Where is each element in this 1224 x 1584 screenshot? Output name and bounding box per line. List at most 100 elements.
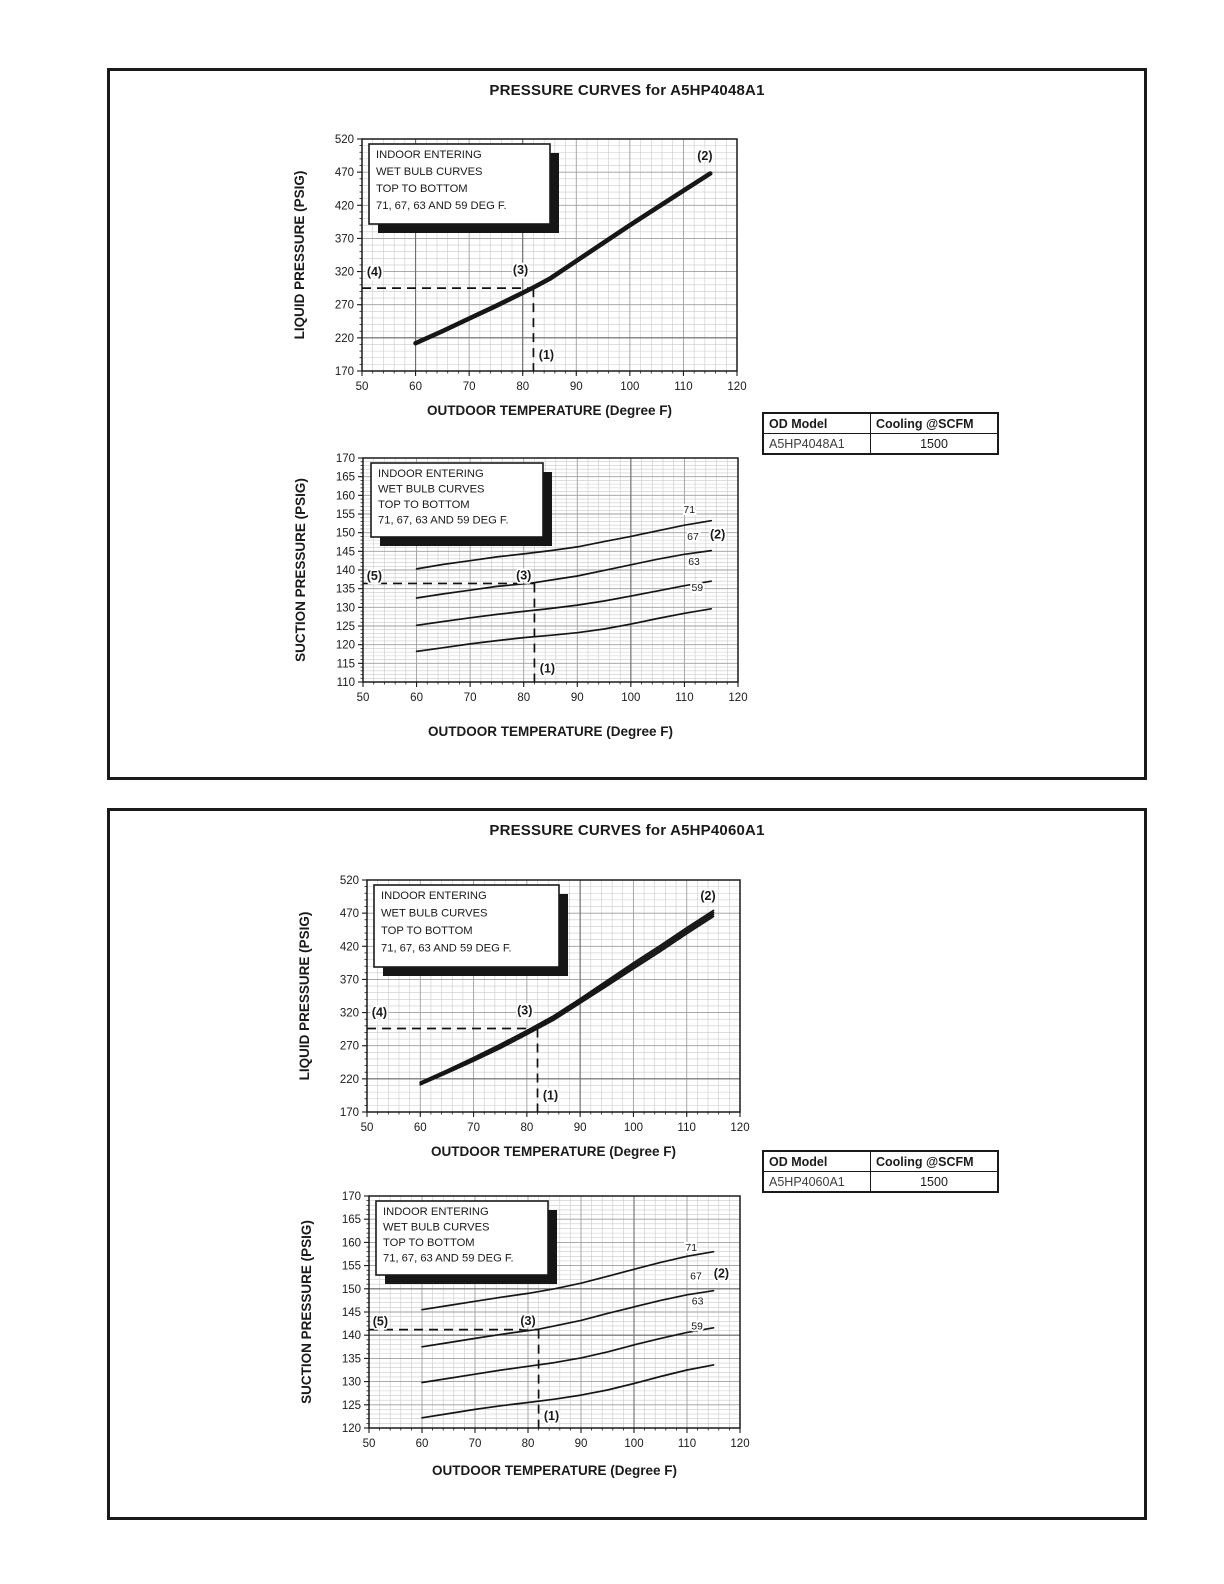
x-tick-label: 100 <box>624 1438 643 1450</box>
y-tick-label: 420 <box>340 941 359 953</box>
axis-ticks: 50 60 70 80 90 100 110 120 170 220 270 320 370 420 470… <box>335 134 747 393</box>
annotation-label-1: (1) <box>539 348 554 362</box>
y-tick-label: 120 <box>342 1423 361 1435</box>
table-header-row: OD Model Cooling @SCFM <box>762 412 999 434</box>
note-box-line: INDOOR ENTERING <box>383 1206 489 1218</box>
annotation-label-4: (4) <box>367 265 382 279</box>
annotation-label-5: (5) <box>373 1314 388 1328</box>
reference-lines <box>369 1328 540 1428</box>
note-box-line: WET BULB CURVES <box>381 908 488 920</box>
x-tick-label: 80 <box>516 381 529 393</box>
od-model-value: A5HP4048A1 <box>762 433 871 455</box>
cooling-scfm-value: 1500 <box>870 1171 999 1193</box>
y-tick-label: 110 <box>337 677 355 689</box>
x-tick-label: 120 <box>730 1438 749 1450</box>
x-tick-label: 100 <box>624 1122 643 1134</box>
y-tick-label: 470 <box>335 167 354 179</box>
y-tick-label: 155 <box>342 1261 361 1273</box>
note-box-frame <box>375 1200 549 1276</box>
annotation-label-1: (1) <box>543 1088 558 1102</box>
note-box-line: 71, 67, 63 AND 59 DEG F. <box>378 515 509 527</box>
col-header-od-model: OD Model <box>762 1150 871 1172</box>
reference-lines <box>367 1027 539 1112</box>
y-tick-label: 140 <box>342 1330 361 1342</box>
note-box-line: INDOOR ENTERING <box>378 468 484 480</box>
x-tick-label: 90 <box>570 381 583 393</box>
x-tick-label: 50 <box>363 1438 376 1450</box>
y-tick-label: 170 <box>340 1107 359 1119</box>
wet-bulb-note-box: INDOOR ENTERING WET BULB CURVES TOP TO BOT… <box>375 1200 557 1284</box>
suction-pressure-chart-a5hp4048a1: 50 60 70 80 90 100 110 120 110 115 120 125 130 135 140… <box>293 453 748 739</box>
note-box-line: 71, 67, 63 AND 59 DEG F. <box>376 200 507 212</box>
reference-lines <box>362 287 535 371</box>
note-box-frame <box>370 462 544 538</box>
note-box-frame <box>368 143 551 225</box>
y-tick-label: 170 <box>336 453 355 465</box>
x-axis-title: OUTDOOR TEMPERATURE (Degree F) <box>428 724 673 739</box>
y-tick-label: 520 <box>335 134 354 146</box>
x-tick-label: 60 <box>416 1438 429 1450</box>
curve-59-degf <box>419 915 715 1086</box>
wet-bulb-note-box: INDOOR ENTERING WET BULB CURVES TOP TO BOT… <box>368 143 559 233</box>
od-model-value: A5HP4060A1 <box>762 1171 871 1193</box>
x-tick-label: 110 <box>674 381 692 393</box>
curve-71-degf <box>415 519 713 570</box>
y-tick-label: 220 <box>340 1074 359 1086</box>
table-row: A5HP4048A1 1500 <box>762 433 999 455</box>
wet-bulb-note-box: INDOOR ENTERING WET BULB CURVES TOP TO BOT… <box>373 884 568 976</box>
note-box-line: TOP TO BOTTOM <box>376 183 468 195</box>
page-a5hp4048a1: PRESSURE CURVES for A5HP4048A1 50 60 70 80 9… <box>107 68 1147 780</box>
note-box-line: 71, 67, 63 AND 59 DEG F. <box>383 1253 514 1265</box>
y-tick-label: 320 <box>340 1008 359 1020</box>
note-box-line: TOP TO BOTTOM <box>378 499 470 511</box>
note-box-line: WET BULB CURVES <box>378 484 485 496</box>
annotation-label-2: (2) <box>710 528 725 542</box>
annotation-label-2: (2) <box>700 889 715 903</box>
x-tick-label: 80 <box>517 692 530 704</box>
y-tick-label: 150 <box>342 1284 361 1296</box>
x-tick-label: 120 <box>728 692 747 704</box>
plot-border <box>366 879 741 1113</box>
x-tick-label: 90 <box>574 1122 587 1134</box>
y-tick-label: 470 <box>340 908 359 920</box>
note-box-line: WET BULB CURVES <box>383 1222 490 1234</box>
curve-63-degf <box>421 1326 715 1384</box>
page-title: PRESSURE CURVES for A5HP4048A1 <box>489 82 765 99</box>
note-box-line: INDOOR ENTERING <box>376 149 482 161</box>
x-tick-label: 90 <box>571 692 584 704</box>
liquid-pressure-chart-a5hp4048a1: 50 60 70 80 90 100 110 120 170 220 270 320 370 420 470… <box>292 134 747 418</box>
x-tick-label: 50 <box>356 381 369 393</box>
y-tick-label: 370 <box>340 974 359 986</box>
annotation-label-5: (5) <box>367 569 382 583</box>
suction-pressure-chart-a5hp4060a1: 50 60 70 80 90 100 110 120 120 125 130 135 140 145 150… <box>299 1191 750 1478</box>
page-title: PRESSURE CURVES for A5HP4060A1 <box>489 822 765 839</box>
y-tick-label: 140 <box>336 565 355 577</box>
y-tick-label: 115 <box>337 658 355 670</box>
curve-59-degf <box>415 607 713 653</box>
note-box-line: TOP TO BOTTOM <box>381 925 473 937</box>
x-tick-label: 100 <box>621 692 640 704</box>
y-tick-label: 520 <box>340 875 359 887</box>
x-axis-title: OUTDOOR TEMPERATURE (Degree F) <box>427 403 672 418</box>
y-tick-label: 125 <box>342 1400 361 1412</box>
x-tick-label: 100 <box>620 381 639 393</box>
x-tick-label: 110 <box>678 1122 696 1134</box>
curve-71-degf <box>421 1250 715 1311</box>
plot-border <box>368 1195 741 1429</box>
y-tick-label: 170 <box>335 366 354 378</box>
y-tick-label: 160 <box>336 490 355 502</box>
page-a5hp4060a1: PRESSURE CURVES for A5HP4060A1 50 60 70 80 9… <box>107 808 1147 1520</box>
y-tick-label: 150 <box>336 528 355 540</box>
y-tick-label: 120 <box>336 640 355 652</box>
y-tick-label: 170 <box>342 1191 361 1203</box>
annotation-label-3: (3) <box>517 1004 532 1018</box>
annotation-label-3: (3) <box>520 1314 535 1328</box>
x-tick-label: 120 <box>727 381 746 393</box>
annotation-label-3: (3) <box>516 569 531 583</box>
plot-border <box>361 138 738 372</box>
axis-ticks: 50 60 70 80 90 100 110 120 120 125 130 135 140 145 150… <box>342 1191 750 1450</box>
y-tick-label: 220 <box>335 333 354 345</box>
curve-label-71: 71 <box>683 504 695 516</box>
x-tick-label: 60 <box>410 692 423 704</box>
x-tick-label: 50 <box>361 1122 374 1134</box>
